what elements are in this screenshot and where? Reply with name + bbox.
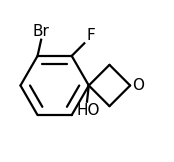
Text: O: O: [132, 78, 144, 93]
Text: Br: Br: [33, 24, 50, 39]
Text: F: F: [86, 28, 95, 43]
Text: HO: HO: [76, 103, 100, 118]
